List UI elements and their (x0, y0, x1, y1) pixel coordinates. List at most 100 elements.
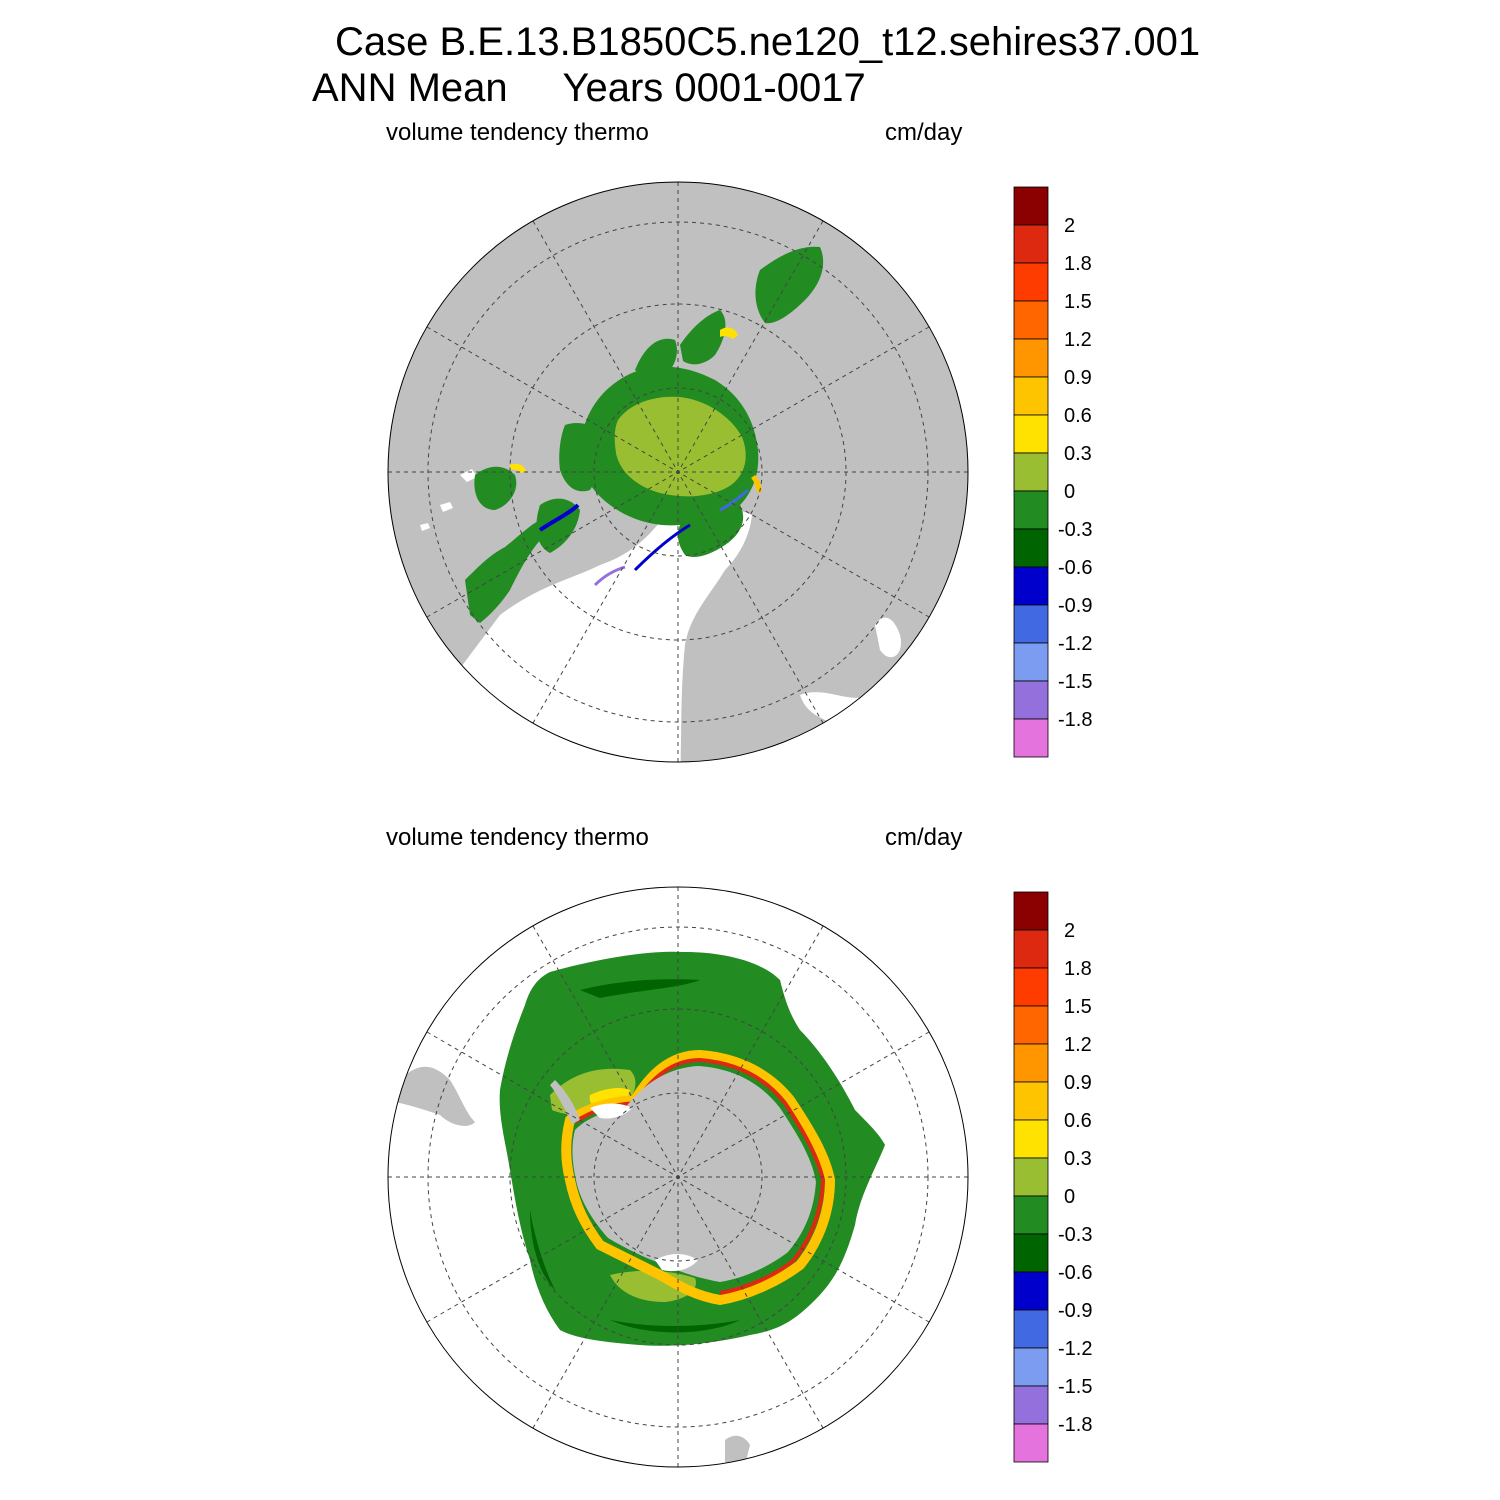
south-colorbar-label-5: 0.6 (1064, 1110, 1092, 1132)
south-colorbar-label-13: -1.8 (1058, 1414, 1092, 1436)
north-colorbar-label-1: 1.8 (1064, 253, 1092, 275)
north-colorbar-label-6: 0.3 (1064, 443, 1092, 465)
north-colorbar: 2 1.8 1.5 1.2 0.9 0.6 0.3 0 -0.3 -0.6 -0.9 -1.2 -1.5… (1013, 186, 1092, 758)
north-atlantic-ocean (440, 495, 752, 762)
south-peninsula (550, 1080, 580, 1124)
figure-title-case: Case B.E.13.B1850C5.ne120_t12.sehires37.… (335, 20, 1201, 64)
north-colorbar-label-5: 0.6 (1064, 405, 1092, 427)
south-colorbar-box-6 (1013, 1119, 1049, 1159)
north-colorbar-box-9 (1013, 528, 1049, 568)
north-colorbar-label-9: -0.6 (1058, 557, 1092, 579)
panel-north-units-label: cm/day (885, 119, 963, 146)
south-colorbar-box-13 (1013, 1385, 1049, 1425)
north-margin-yellow-3 (510, 463, 526, 473)
south-colorbar-box-1 (1013, 929, 1049, 969)
south-colorbar-box-11 (1013, 1309, 1049, 1349)
south-colorbar-box-14 (1013, 1423, 1049, 1463)
north-colorbar-label-3: 1.2 (1064, 329, 1092, 351)
south-ross-shelf (655, 1254, 698, 1272)
south-colorbar-box-4 (1013, 1043, 1049, 1083)
north-colorbar-box-0 (1013, 186, 1049, 226)
south-colorbar-label-0: 2 (1064, 920, 1075, 942)
north-colorbar-box-11 (1013, 604, 1049, 644)
north-ice-hudson (474, 466, 517, 510)
north-colorbar-box-14 (1013, 718, 1049, 758)
north-melt-band-4 (719, 488, 749, 512)
north-colorbar-label-12: -1.5 (1058, 671, 1092, 693)
south-colorbar-box-2 (1013, 967, 1049, 1007)
south-colorbar-box-7 (1013, 1157, 1049, 1197)
panel-north-variable-label: volume tendency thermo (386, 119, 649, 146)
south-colorbar-box-5 (1013, 1081, 1049, 1121)
north-melt-band-3 (633, 523, 691, 572)
figure-title-period: ANN Mean Years 0001-0017 (312, 66, 866, 110)
north-lake-2 (440, 502, 453, 512)
south-graticule (388, 887, 968, 1467)
south-map-border (387, 886, 969, 1468)
north-ice-barents (677, 505, 744, 557)
north-map-border (387, 181, 969, 763)
south-colorbar-label-12: -1.5 (1058, 1376, 1092, 1398)
south-colorbar: 2 1.8 1.5 1.2 0.9 0.6 0.3 0 -0.3 -0.6 -0.9 -1.2 -1.5… (1013, 891, 1092, 1463)
north-colorbar-label-10: -0.9 (1058, 595, 1092, 617)
north-polar-map (387, 181, 969, 763)
south-colorbar-box-10 (1013, 1271, 1049, 1311)
north-colorbar-label-0: 2 (1064, 215, 1075, 237)
south-colorbar-box-12 (1013, 1347, 1049, 1387)
south-antarctica (572, 1066, 816, 1282)
south-ice-dark-band-3 (530, 1210, 555, 1290)
north-colorbar-box-4 (1013, 338, 1049, 378)
south-colorbar-label-7: 0 (1064, 1186, 1075, 1208)
north-colorbar-box-6 (1013, 414, 1049, 454)
south-colorbar-label-6: 0.3 (1064, 1148, 1092, 1170)
south-ice-dark-band-1 (580, 979, 700, 998)
north-colorbar-box-8 (1013, 490, 1049, 530)
north-margin-yellow-1 (720, 327, 738, 339)
north-colorbar-box-10 (1013, 566, 1049, 606)
north-colorbar-label-13: -1.8 (1058, 709, 1092, 731)
north-colorbar-box-5 (1013, 376, 1049, 416)
north-colorbar-label-4: 0.9 (1064, 367, 1092, 389)
south-colorbar-label-1: 1.8 (1064, 958, 1092, 980)
south-colorbar-label-4: 0.9 (1064, 1072, 1092, 1094)
south-colorbar-box-3 (1013, 1005, 1049, 1045)
south-colorbar-box-8 (1013, 1195, 1049, 1235)
north-ice-central-pack (614, 396, 746, 497)
north-colorbar-box-13 (1013, 680, 1049, 720)
south-ronne-shelf (590, 1103, 632, 1119)
north-ice-bering (680, 310, 726, 365)
south-coastal-growth-ring (561, 1049, 836, 1306)
south-colorbar-box-9 (1013, 1233, 1049, 1273)
north-caspian (875, 617, 901, 658)
south-colorbar-label-9: -0.6 (1058, 1262, 1092, 1284)
north-colorbar-label-7: 0 (1064, 481, 1075, 503)
north-colorbar-box-2 (1013, 262, 1049, 302)
north-colorbar-label-11: -1.2 (1058, 633, 1092, 655)
north-lake-1 (460, 469, 477, 482)
panel-south-units-label: cm/day (885, 824, 963, 851)
north-ice-chukchi (635, 338, 677, 378)
north-melt-band-1 (538, 503, 580, 532)
south-america-tip (395, 1066, 475, 1126)
panel-south-variable-label: volume tendency thermo (386, 824, 649, 851)
south-colorbar-label-11: -1.2 (1058, 1338, 1092, 1360)
south-ice-dark-band-2 (610, 1320, 740, 1333)
north-lake-3 (420, 523, 430, 531)
south-colorbar-label-10: -0.9 (1058, 1300, 1092, 1322)
south-africa-tip (725, 1435, 750, 1465)
north-margin-yellow-2 (751, 475, 762, 493)
north-colorbar-box-7 (1013, 452, 1049, 492)
south-polar-map (387, 886, 969, 1468)
north-colorbar-box-1 (1013, 224, 1049, 264)
north-graticule (388, 182, 968, 762)
north-colorbar-label-8: -0.3 (1058, 519, 1092, 541)
north-ice-okhotsk (755, 246, 824, 324)
north-colorbar-label-2: 1.5 (1064, 291, 1092, 313)
south-colorbar-label-3: 1.2 (1064, 1034, 1092, 1056)
south-colorbar-label-8: -0.3 (1058, 1224, 1092, 1246)
north-colorbar-box-3 (1013, 300, 1049, 340)
south-colorbar-label-2: 1.5 (1064, 996, 1092, 1018)
north-colorbar-box-12 (1013, 642, 1049, 682)
north-ice-archipelago (559, 423, 605, 492)
south-colorbar-box-0 (1013, 891, 1049, 931)
